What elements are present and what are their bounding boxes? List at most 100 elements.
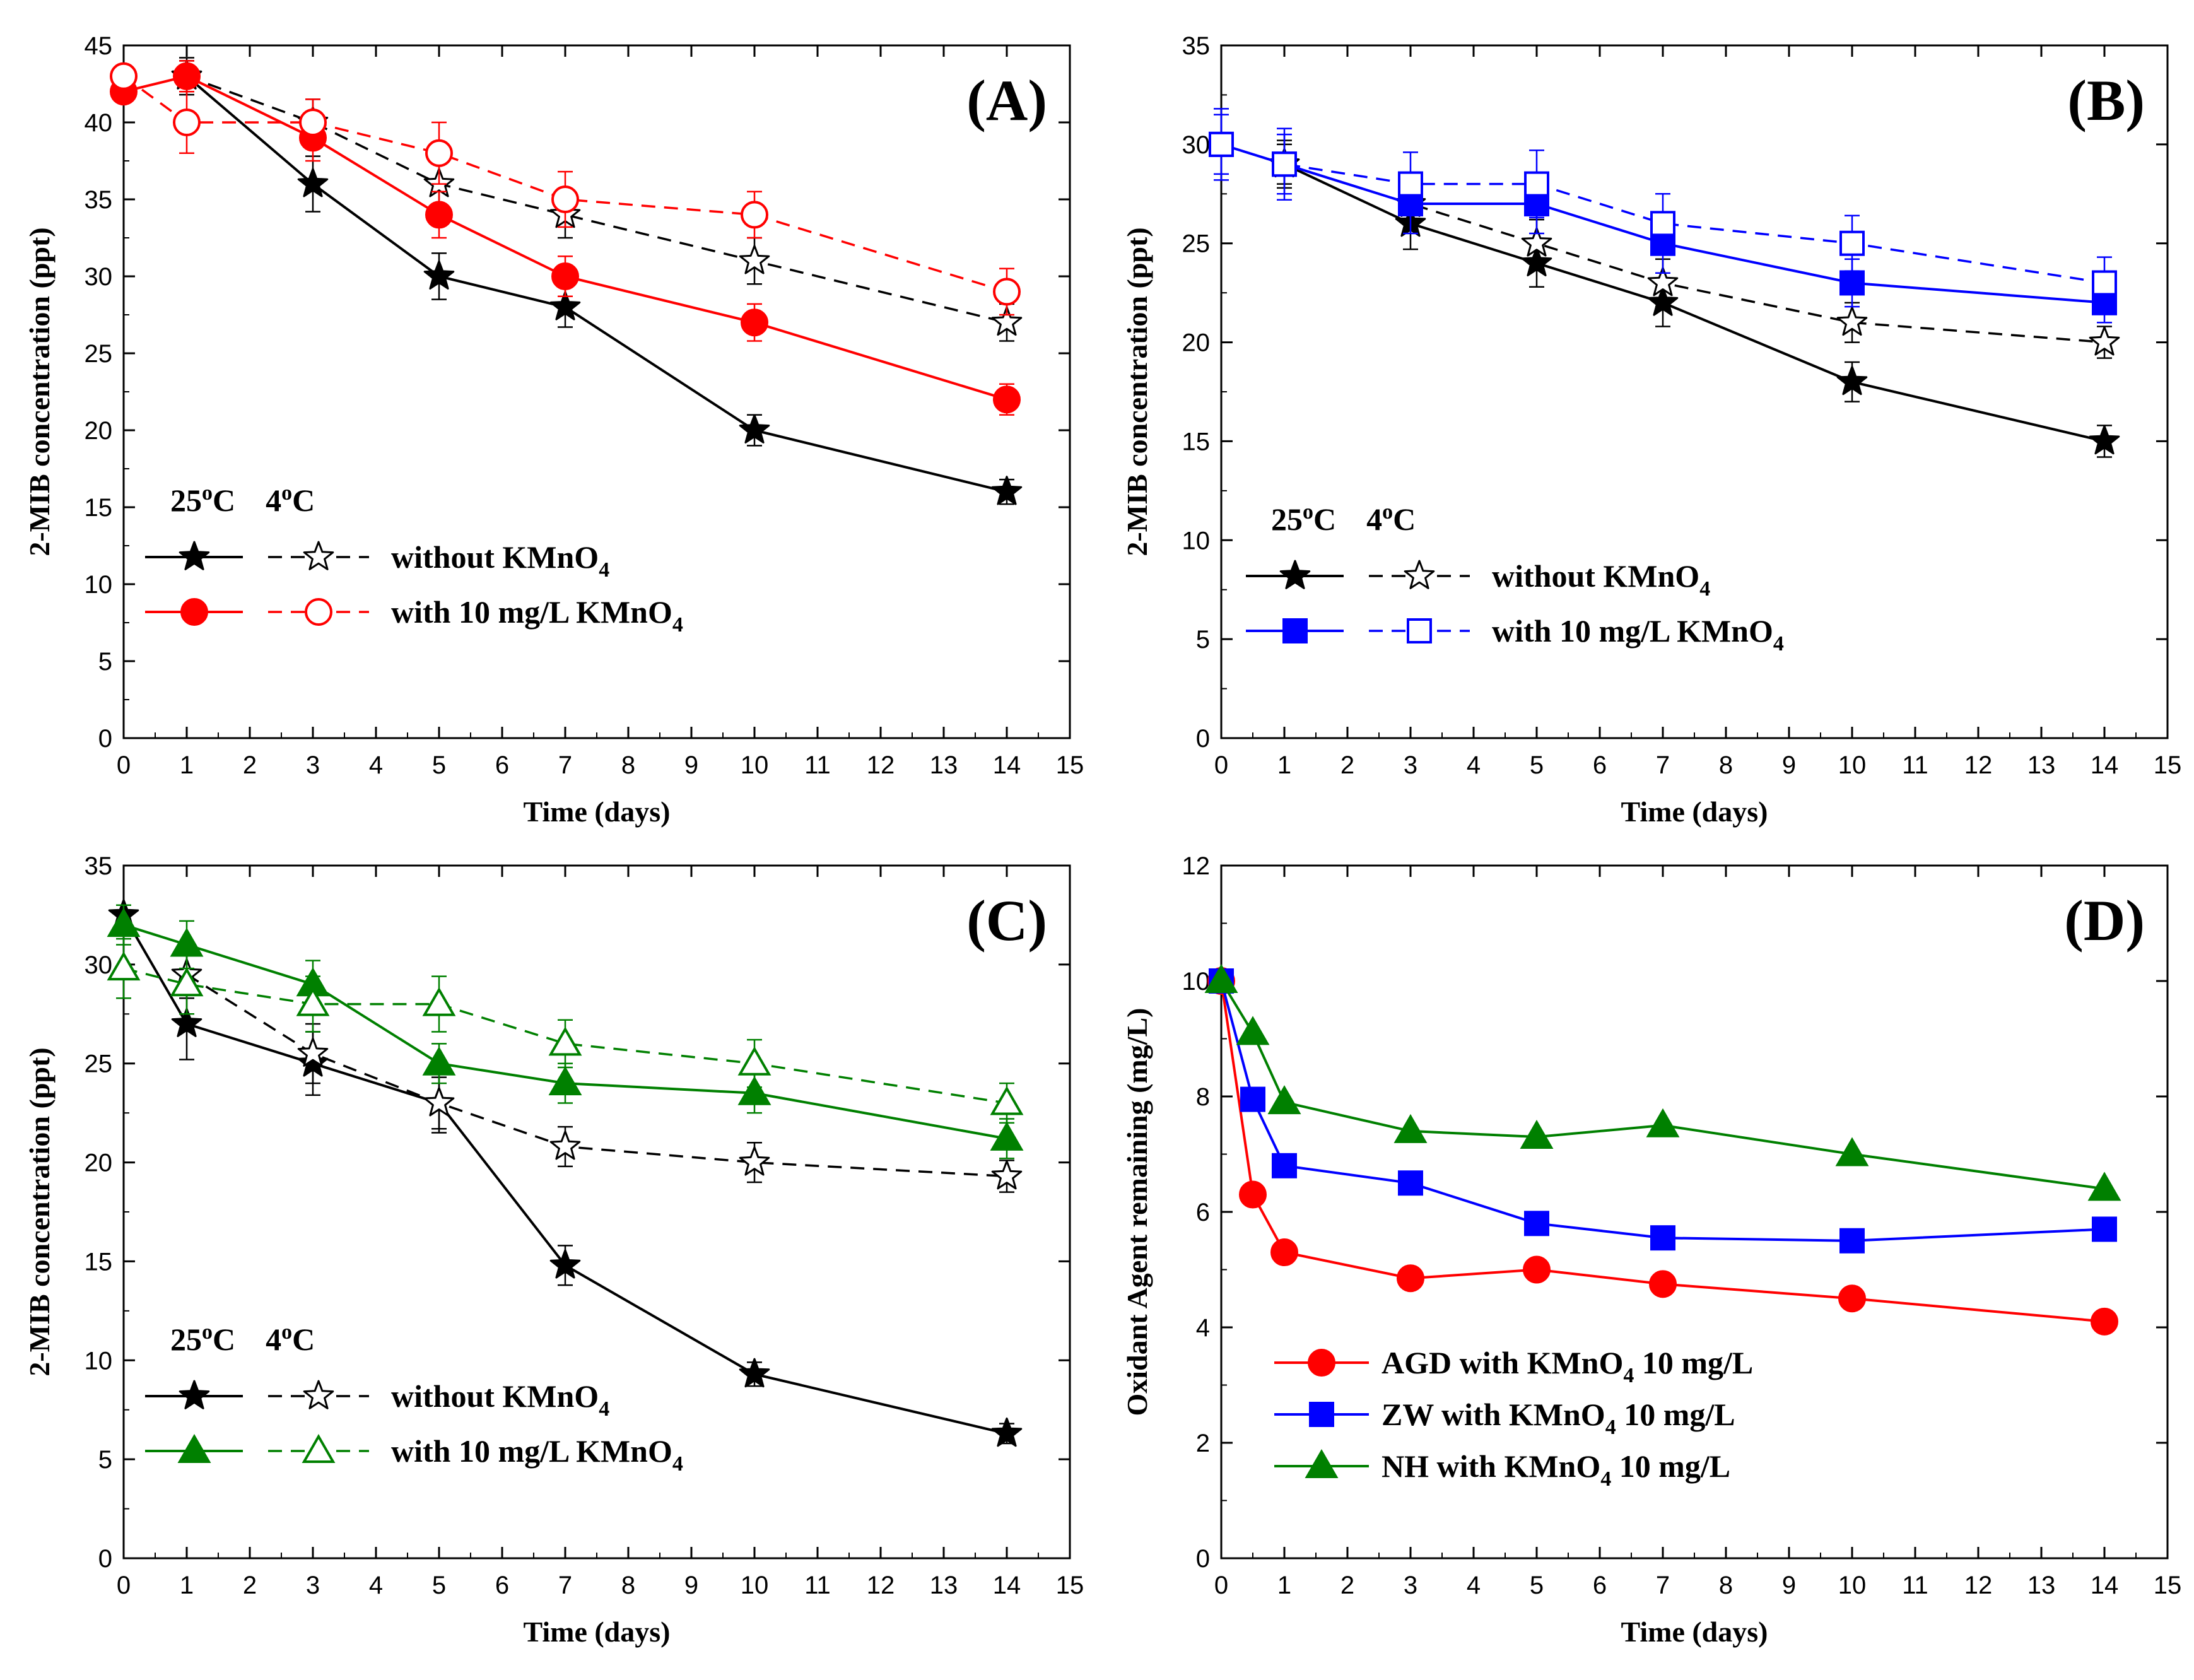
data-point: [425, 139, 453, 167]
data-point: [107, 951, 141, 981]
legend-label: AGD with KMnO4 10 mg/L: [1382, 1345, 1753, 1387]
x-tick-label: 7: [558, 1571, 572, 1599]
data-point: [1209, 131, 1234, 157]
data-point: [737, 1076, 771, 1105]
panel-label: (C): [966, 888, 1047, 953]
legend-marker: [1279, 560, 1311, 589]
data-point: [991, 306, 1023, 336]
x-tick-label: 12: [867, 1571, 895, 1599]
series-0: [108, 898, 1023, 1447]
x-axis-title: Time (days): [1621, 796, 1768, 828]
y-tick-label: 30: [1182, 131, 1211, 159]
data-point: [1204, 963, 1238, 993]
y-tick-label: 25: [85, 340, 113, 368]
data-point: [297, 168, 329, 197]
x-tick-label: 8: [1719, 751, 1733, 779]
x-tick-label: 12: [867, 751, 895, 779]
data-point: [551, 185, 579, 213]
x-tick-label: 5: [432, 1571, 446, 1599]
y-tick-label: 20: [85, 417, 113, 445]
data-point: [1393, 1113, 1428, 1143]
y-tick-label: 12: [1182, 852, 1211, 880]
data-point: [1523, 1255, 1551, 1284]
x-tick-label: 5: [432, 751, 446, 779]
data-point: [739, 1146, 770, 1176]
legend-header: 25oC 4oC: [170, 1320, 315, 1357]
series-1: [171, 949, 1023, 1193]
legend-label: NH with KMnO4 10 mg/L: [1382, 1448, 1730, 1491]
data-point: [990, 1086, 1024, 1115]
legend: AGD with KMnO4 10 mg/L ZW with KMnO4 10 m…: [1274, 1345, 1753, 1491]
x-tick-label: 3: [1404, 1571, 1417, 1599]
x-tick-label: 0: [1214, 751, 1228, 779]
data-point: [1398, 1170, 1423, 1196]
panel-c: 0 1 2 3 4 5 6 7 8 9 10 11 12 13 14 1505101520253035Time…: [23, 852, 1084, 1648]
x-tick-label: 14: [2091, 751, 2119, 779]
y-tick-label: 40: [85, 109, 113, 137]
x-tick-label: 1: [1277, 751, 1291, 779]
x-tick-label: 7: [1656, 751, 1670, 779]
y-tick-label: 15: [85, 1248, 113, 1276]
data-point: [991, 1417, 1023, 1447]
data-point: [1520, 1120, 1554, 1149]
data-point: [993, 385, 1021, 414]
legend: 25oC 4oC without KMnO4 with 10 mg/L KMnO4: [145, 481, 683, 637]
x-axis-title: Time (days): [1621, 1616, 1768, 1648]
data-point: [1239, 1180, 1267, 1209]
x-tick-label: 13: [930, 1571, 958, 1599]
data-point: [737, 1046, 771, 1076]
data-point: [548, 1026, 582, 1056]
data-point: [296, 987, 330, 1016]
data-point: [173, 109, 201, 136]
series-0: [1269, 139, 2120, 458]
panel-a: 0 1 2 3 4 5 6 7 8 9 10 11 12 13 14 15051015202530354045…: [23, 32, 1084, 828]
x-tick-label: 4: [1467, 751, 1481, 779]
data-point: [549, 1249, 581, 1279]
legend-label: ZW with KMnO4 10 mg/L: [1382, 1397, 1735, 1439]
x-tick-label: 9: [684, 751, 698, 779]
legend-marker: [177, 1433, 211, 1463]
data-point: [551, 262, 579, 290]
x-tick-label: 1: [180, 1571, 194, 1599]
data-point: [425, 201, 453, 229]
y-tick-label: 30: [85, 951, 113, 979]
x-tick-label: 11: [804, 1571, 831, 1599]
legend-label: without KMnO4: [391, 1378, 609, 1421]
legend-marker: [180, 598, 208, 626]
x-tick-label: 13: [2027, 1571, 2056, 1599]
data-point: [110, 62, 138, 90]
data-point: [1524, 171, 1549, 197]
legend-header: 25oC 4oC: [1271, 500, 1416, 537]
y-tick-label: 25: [1182, 230, 1211, 258]
data-point: [991, 476, 1023, 505]
data-point: [549, 291, 581, 320]
data-point: [1835, 1137, 1869, 1166]
x-tick-label: 2: [1340, 1571, 1354, 1599]
data-point: [107, 908, 141, 937]
data-point: [1649, 1270, 1677, 1298]
legend-marker: [303, 541, 334, 570]
x-tick-label: 8: [621, 751, 635, 779]
panel-b: 0 1 2 3 4 5 6 7 8 9 10 11 12 13 14 1505101520253035Time…: [1121, 32, 2181, 828]
data-point: [1397, 1264, 1424, 1293]
y-tick-label: 30: [85, 263, 113, 291]
data-point: [1236, 1016, 1270, 1045]
data-point: [299, 109, 327, 136]
data-point: [2089, 326, 2120, 356]
data-point: [171, 1007, 202, 1037]
data-point: [1240, 1086, 1265, 1112]
series-3: [1209, 108, 2117, 310]
x-axis-title: Time (days): [524, 796, 671, 828]
x-tick-label: 3: [1404, 751, 1417, 779]
x-tick-label: 10: [741, 751, 769, 779]
y-tick-label: 10: [1182, 968, 1211, 996]
panel-label: (A): [966, 68, 1047, 132]
data-point: [1270, 1238, 1298, 1267]
x-tick-label: 10: [1838, 1571, 1867, 1599]
x-tick-label: 6: [1593, 1571, 1607, 1599]
legend-marker: [1282, 618, 1308, 643]
x-tick-label: 15: [1056, 751, 1084, 779]
data-point: [422, 1046, 456, 1076]
legend-marker: [179, 1380, 210, 1409]
data-point: [1272, 151, 1297, 177]
